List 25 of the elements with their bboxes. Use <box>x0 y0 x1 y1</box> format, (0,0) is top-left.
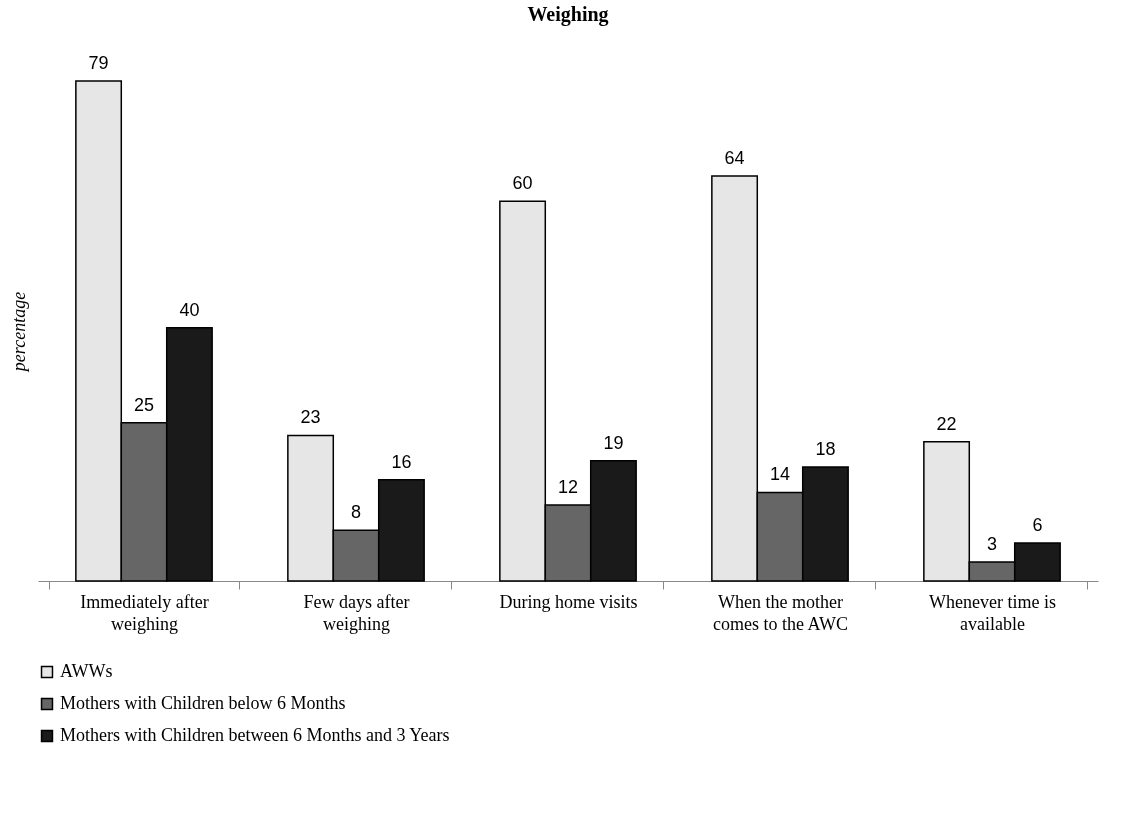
data-label: 60 <box>512 173 533 194</box>
data-label: 3 <box>986 534 998 555</box>
data-label: 18 <box>815 439 836 460</box>
x-tick-label: When the mother comes to the AWC <box>712 591 849 634</box>
x-tick-label: Few days after weighing <box>303 591 410 634</box>
x-tick-label: Whenever time is available <box>929 591 1056 634</box>
x-tick-label: During home visits <box>499 591 638 612</box>
x-tick-label: Immediately after weighing <box>80 591 209 634</box>
data-label: 8 <box>350 502 362 523</box>
y-axis-title: percentage <box>8 291 29 374</box>
legend-label: Mothers with Children below 6 Months <box>60 693 346 713</box>
data-label: 25 <box>133 394 155 415</box>
data-label: 6 <box>1032 515 1043 536</box>
legend-label: Mothers with Children between 6 Months and 3 Years <box>60 725 450 745</box>
data-label: 19 <box>603 432 624 453</box>
data-label: 12 <box>557 477 579 498</box>
data-label: 22 <box>936 413 957 434</box>
data-label: 23 <box>300 407 321 428</box>
chart-title: Weighing <box>527 3 609 26</box>
legend-label: AWWs <box>60 661 113 681</box>
data-label: 64 <box>724 147 745 168</box>
data-label: 16 <box>391 451 412 472</box>
data-label: 79 <box>88 53 109 73</box>
data-label: 14 <box>769 464 791 485</box>
data-label: 40 <box>179 299 200 320</box>
